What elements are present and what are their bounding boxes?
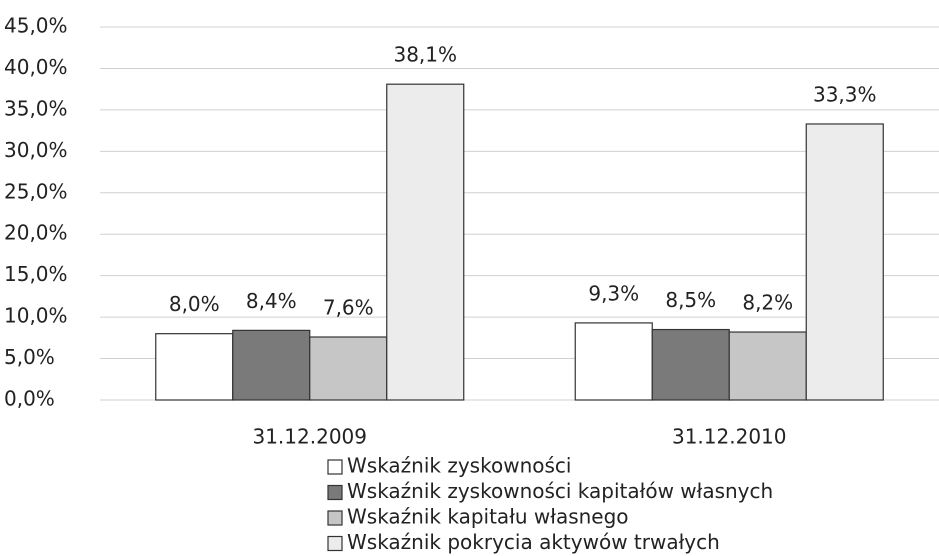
legend-swatch xyxy=(327,459,343,475)
x-tick-label: 31.12.2009 xyxy=(252,425,367,449)
y-tick-label: 45,0% xyxy=(4,14,68,38)
legend-label: Wskaźnik zyskowności xyxy=(347,454,571,478)
data-label: 7,6% xyxy=(323,296,374,320)
y-tick-label: 35,0% xyxy=(4,96,68,120)
bar xyxy=(386,83,465,401)
y-tick-label: 20,0% xyxy=(4,221,68,245)
y-tick-label: 0,0% xyxy=(4,387,55,411)
data-label: 8,5% xyxy=(665,288,716,312)
legend-label: Wskaźnik zyskowności kapitałów własnych xyxy=(347,479,773,503)
y-tick-label: 10,0% xyxy=(4,304,68,328)
bar xyxy=(309,336,388,401)
data-label: 33,3% xyxy=(813,82,877,106)
y-tick-label: 40,0% xyxy=(4,55,68,79)
legend-swatch xyxy=(327,535,343,552)
bar xyxy=(728,331,807,401)
y-tick-label: 25,0% xyxy=(4,179,68,203)
y-tick-label: 15,0% xyxy=(4,262,68,286)
legend-swatch xyxy=(327,510,343,526)
bar xyxy=(232,329,311,401)
data-label: 8,0% xyxy=(169,292,220,316)
bar xyxy=(155,333,234,401)
data-label: 8,4% xyxy=(246,289,297,313)
bar xyxy=(805,123,884,401)
bar xyxy=(574,322,653,401)
data-label: 38,1% xyxy=(393,43,457,67)
data-label: 9,3% xyxy=(588,281,639,305)
x-tick-label: 31.12.2010 xyxy=(672,425,787,449)
y-tick-label: 5,0% xyxy=(4,345,55,369)
y-tick-label: 30,0% xyxy=(4,138,68,162)
bar xyxy=(651,328,730,401)
data-label: 8,2% xyxy=(742,291,793,315)
legend-label: Wskaźnik pokrycia aktywów trwałych xyxy=(347,530,720,554)
legend-label: Wskaźnik kapitału własnego xyxy=(347,505,629,529)
legend-swatch xyxy=(327,484,343,501)
